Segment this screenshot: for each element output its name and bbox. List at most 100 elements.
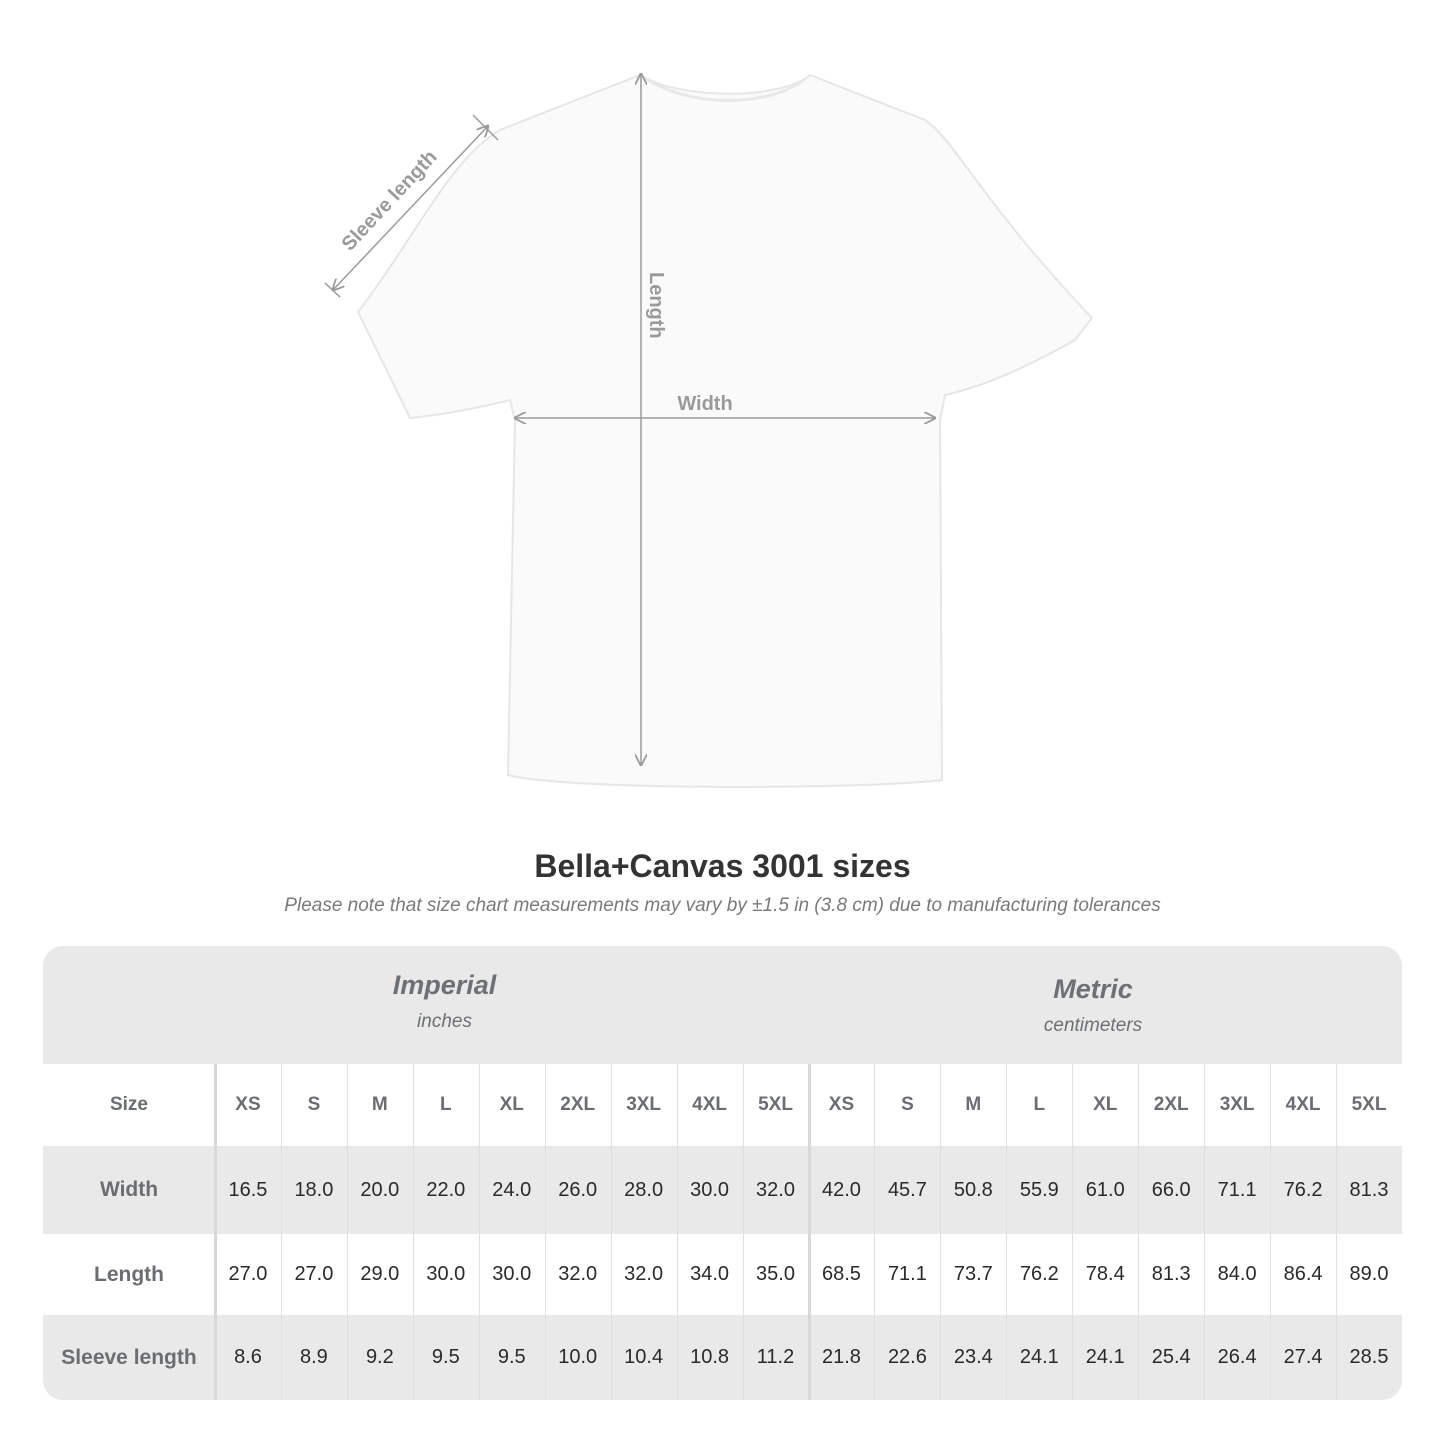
column-divider [478, 1064, 480, 1400]
imperial-size-header: M [371, 1094, 388, 1115]
length-row-band [43, 1234, 1402, 1315]
metric-value-cell: 50.8 [953, 1178, 993, 1201]
imperial-value-cell: 30.0 [690, 1178, 730, 1201]
imperial-header: Imperial inches [215, 970, 674, 1088]
metric-value-cell: 22.6 [887, 1346, 927, 1368]
sleeve-row-band [43, 1315, 1402, 1400]
metric-value-cell: 26.4 [1217, 1346, 1257, 1368]
metric-value-cell: 25.4 [1151, 1346, 1191, 1368]
imperial-title: Imperial [392, 970, 497, 1000]
metric-value-cell: 84.0 [1217, 1263, 1257, 1285]
sleeve-measure-line [333, 126, 488, 290]
imperial-value-cell: 18.0 [294, 1178, 334, 1201]
imperial-value-cell: 29.0 [360, 1263, 400, 1285]
column-divider [412, 1064, 414, 1400]
column-divider [1270, 1064, 1272, 1400]
metric-header: Metric centimeters [809, 974, 1377, 1092]
imperial-value-cell: 22.0 [426, 1178, 466, 1201]
imperial-value-cell: 16.5 [228, 1178, 268, 1201]
imperial-value-cell: 32.0 [558, 1263, 598, 1285]
row-label: Sleeve length [61, 1345, 197, 1369]
column-divider [676, 1064, 678, 1400]
size-header-label: Size [109, 1094, 149, 1115]
imperial-value-cell: 10.4 [624, 1346, 664, 1368]
metric-value-cell: 78.4 [1085, 1263, 1125, 1285]
imperial-size-header: XL [499, 1094, 524, 1115]
imperial-size-header: 3XL [626, 1094, 662, 1115]
imperial-value-cell: 34.0 [690, 1263, 730, 1285]
column-divider [544, 1064, 546, 1400]
imperial-value-cell: 9.5 [497, 1346, 526, 1368]
table-header-band [43, 946, 1402, 1064]
width-row-band [43, 1146, 1402, 1234]
column-divider [1072, 1064, 1074, 1400]
metric-value-cell: 24.1 [1019, 1346, 1059, 1368]
imperial-value-cell: 32.0 [624, 1263, 664, 1285]
column-divider [280, 1064, 282, 1400]
imperial-value-cell: 9.5 [431, 1346, 460, 1368]
imperial-size-header: 4XL [692, 1094, 727, 1115]
metric-value-cell: 68.5 [822, 1263, 861, 1285]
imperial-value-cell: 10.0 [558, 1346, 598, 1368]
row-label: Length [94, 1262, 164, 1286]
row-label: Width [99, 1178, 159, 1201]
imperial-value-cell: 8.6 [234, 1346, 262, 1368]
imperial-size-header: 5XL [758, 1094, 793, 1115]
imperial-size-header: XS [235, 1094, 261, 1115]
metric-size-header: S [901, 1094, 914, 1115]
imperial-value-cell: 35.0 [756, 1263, 795, 1285]
imperial-value-cell: 9.2 [365, 1346, 394, 1368]
metric-value-cell: 89.0 [1349, 1263, 1389, 1285]
metric-value-cell: 81.3 [1349, 1178, 1389, 1201]
metric-size-header: 4XL [1285, 1094, 1321, 1115]
column-divider [940, 1064, 942, 1400]
metric-size-header: 3XL [1219, 1094, 1255, 1115]
imperial-value-cell: 11.2 [756, 1346, 795, 1368]
column-divider [1138, 1064, 1140, 1400]
metric-value-cell: 24.1 [1085, 1346, 1125, 1368]
metric-value-cell: 61.0 [1085, 1178, 1125, 1201]
metric-value-cell: 45.7 [887, 1178, 927, 1201]
imperial-value-cell: 30.0 [492, 1263, 532, 1285]
column-divider [1006, 1064, 1008, 1400]
column-divider [1204, 1064, 1206, 1400]
column-divider [874, 1064, 876, 1400]
metric-size-header: L [1033, 1094, 1046, 1115]
size-row-band [43, 1064, 1402, 1146]
metric-value-cell: 71.1 [887, 1263, 927, 1285]
imperial-size-header: S [307, 1094, 321, 1115]
imperial-value-cell: 30.0 [426, 1263, 466, 1285]
width-label: Width [677, 393, 732, 415]
chart-title: Bella+Canvas 3001 sizes [534, 848, 911, 884]
imperial-value-cell: 20.0 [360, 1178, 400, 1201]
imperial-value-cell: 26.0 [558, 1178, 598, 1201]
metric-value-cell: 55.9 [1019, 1178, 1059, 1201]
metric-value-cell: 76.2 [1019, 1263, 1059, 1285]
metric-value-cell: 73.7 [953, 1263, 993, 1285]
metric-size-header: M [965, 1094, 982, 1115]
tshirt-diagram: Length Width Sleeve length [324, 0, 1094, 788]
imperial-value-cell: 27.0 [294, 1263, 334, 1285]
metric-value-cell: 66.0 [1151, 1178, 1191, 1201]
metric-value-cell: 86.4 [1283, 1263, 1323, 1285]
column-divider [742, 1064, 744, 1400]
metric-value-cell: 71.1 [1217, 1178, 1257, 1201]
imperial-value-cell: 8.9 [300, 1346, 328, 1368]
metric-value-cell: 21.8 [822, 1346, 861, 1368]
column-divider [346, 1064, 348, 1400]
imperial-unit: inches [417, 1011, 472, 1032]
metric-size-header: 5XL [1351, 1094, 1387, 1115]
metric-unit: centimeters [1043, 1015, 1143, 1036]
imperial-value-cell: 24.0 [492, 1178, 532, 1201]
metric-size-header: 2XL [1153, 1094, 1189, 1115]
column-divider [214, 1064, 217, 1400]
metric-value-cell: 81.3 [1151, 1263, 1191, 1285]
imperial-size-header: 2XL [560, 1094, 596, 1115]
metric-size-header: XL [1093, 1094, 1118, 1115]
size-table: Imperial inches Metric centimeters Size X… [43, 946, 1402, 1400]
imperial-value-cell: 27.0 [228, 1263, 268, 1285]
column-divider [610, 1064, 612, 1400]
metric-size-header: XS [828, 1094, 855, 1115]
metric-value-cell: 28.5 [1349, 1346, 1389, 1368]
metric-title: Metric [1053, 974, 1133, 1004]
